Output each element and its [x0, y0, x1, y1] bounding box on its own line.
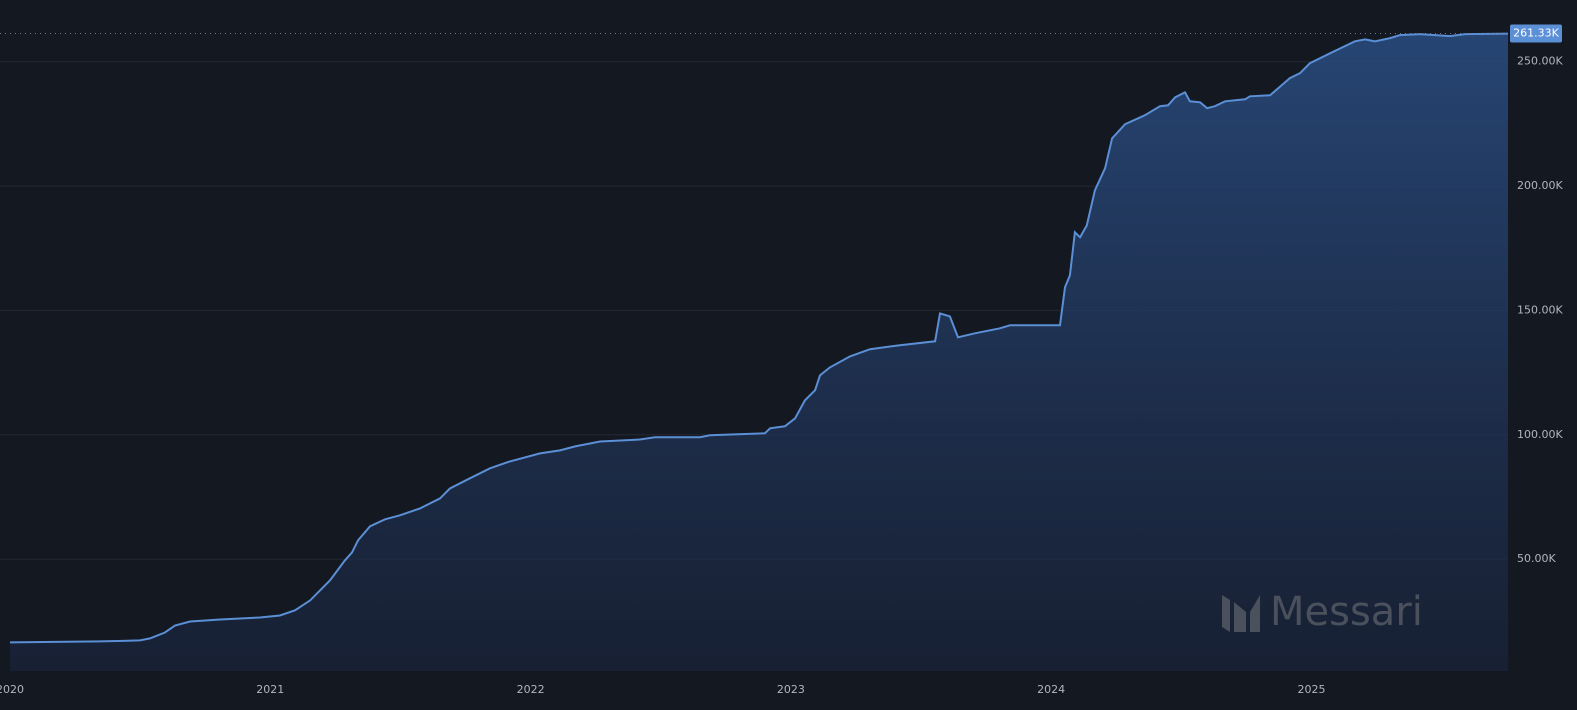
- x-tick-label: 2022: [517, 683, 545, 696]
- line: [9, 32, 1509, 644]
- last-value-box: [1510, 24, 1562, 43]
- x-tick-label: 2023: [777, 683, 805, 696]
- y-tick-label: 250.00K: [1517, 55, 1563, 68]
- y-tick-label: 100.00K: [1517, 428, 1563, 441]
- x-tick-label: 2024: [1037, 683, 1065, 696]
- x-tick-label: 2025: [1297, 683, 1325, 696]
- x-tick-label: 2021: [256, 683, 284, 696]
- watermark: Messari: [1270, 589, 1423, 635]
- y-tick-label: 200.00K: [1517, 179, 1563, 192]
- last-value-label: 261.33K: [1513, 27, 1559, 40]
- area: [10, 33, 1508, 672]
- y-tick-label: 150.00K: [1517, 303, 1563, 316]
- watermark-logo: [1222, 595, 1260, 632]
- y-tick-label: 50.00K: [1517, 552, 1556, 565]
